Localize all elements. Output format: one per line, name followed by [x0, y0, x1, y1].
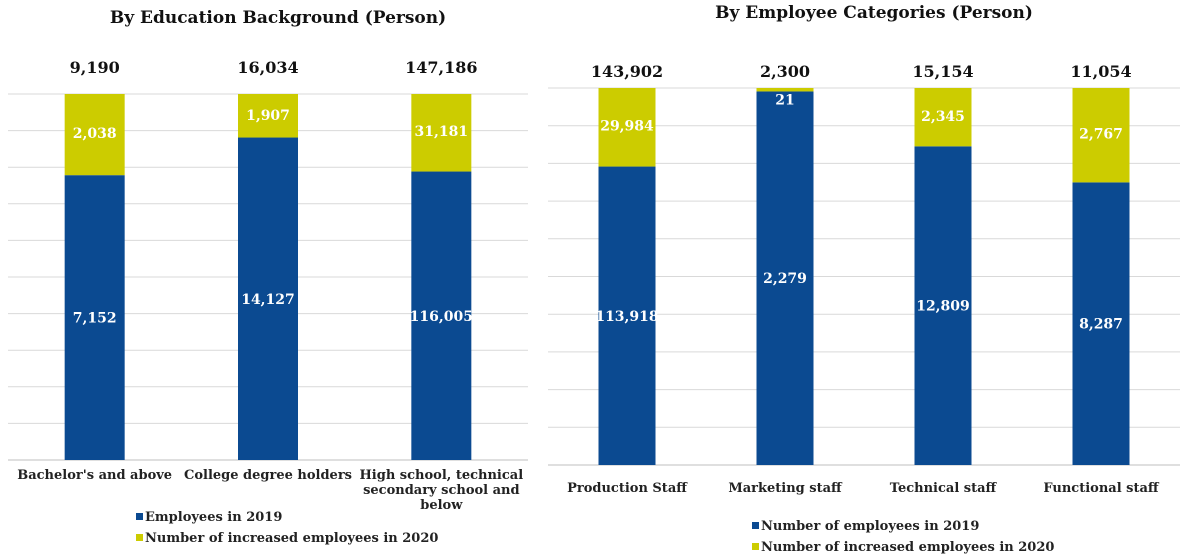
chart-2-category-label: Functional staff [1043, 481, 1160, 496]
chart-1-category-label: secondary school and [363, 483, 520, 498]
chart-1-legend-label-increase: Number of increased employees in 2020 [145, 531, 438, 546]
chart-2-label-increase: 2,345 [921, 109, 965, 125]
chart-2-legend-swatch-increase [752, 543, 759, 550]
chart-1-total: 147,186 [405, 58, 477, 77]
chart-1-legend-swatch-increase [136, 534, 143, 541]
chart-1-title: By Education Background (Person) [110, 8, 446, 28]
chart-2-legend-label-base: Number of employees in 2019 [761, 519, 979, 534]
chart-2-category-label: Production Staff [567, 481, 688, 496]
chart-2-total: 143,902 [591, 62, 663, 81]
chart-1-total: 9,190 [70, 58, 120, 77]
chart-1-label-base: 116,005 [410, 309, 473, 325]
chart-2-bar-increase [598, 88, 656, 167]
chart-1-label-increase: 1,907 [246, 108, 290, 124]
chart-2-bar-increase [756, 88, 814, 92]
chart-2-label-base: 2,279 [763, 271, 807, 287]
chart-2-total: 11,054 [1070, 62, 1131, 81]
chart-2-label-base: 113,918 [595, 309, 658, 325]
chart-2-label-increase: 2,767 [1079, 126, 1123, 142]
chart-2-total: 15,154 [912, 62, 973, 81]
chart-2-bar-base [598, 166, 656, 466]
chart-2-label-base: 8,287 [1079, 317, 1123, 333]
chart-2-bar-base [914, 146, 972, 465]
chart-1-category-label: Bachelor's and above [17, 468, 172, 483]
chart-2-category-label: Technical staff [890, 481, 998, 496]
chart-2-label-increase: 29,984 [600, 119, 654, 135]
chart-1-category-label: High school, technical [360, 468, 524, 483]
chart-1-bar-base [64, 175, 125, 461]
chart-1-category-label: below [420, 498, 463, 513]
chart-1-label-increase: 2,038 [73, 126, 117, 142]
chart-2-total: 2,300 [760, 62, 810, 81]
chart-1-bar-base [238, 137, 298, 460]
chart-1-bar-increase [64, 94, 125, 176]
chart-1-label-base: 7,152 [73, 311, 117, 327]
chart-2-label-increase: 21 [775, 92, 794, 108]
chart-1-bar-increase [238, 94, 298, 138]
chart-1-bar-increase [411, 94, 472, 172]
chart-1-total: 16,034 [237, 58, 298, 77]
chart-2-bar-increase [914, 88, 972, 147]
chart-2-category-label: Marketing staff [728, 481, 843, 496]
chart-2-legend-swatch-base [752, 522, 759, 529]
chart-2-bar-base [756, 91, 814, 466]
chart-1-category-label: College degree holders [184, 468, 352, 483]
chart-2-bar-increase [1072, 88, 1130, 183]
chart-1-label-base: 14,127 [241, 292, 295, 308]
chart-1-bar-base [411, 171, 472, 460]
chart-1-legend-label-base: Employees in 2019 [145, 510, 282, 525]
chart-1-label-increase: 31,181 [415, 124, 469, 140]
chart-2-legend-label-increase: Number of increased employees in 2020 [761, 540, 1054, 555]
chart-1-legend-swatch-base [136, 513, 143, 520]
chart-2-label-base: 12,809 [916, 299, 970, 315]
chart-2-title: By Employee Categories (Person) [715, 3, 1033, 23]
chart-2-bar-base [1072, 182, 1130, 465]
